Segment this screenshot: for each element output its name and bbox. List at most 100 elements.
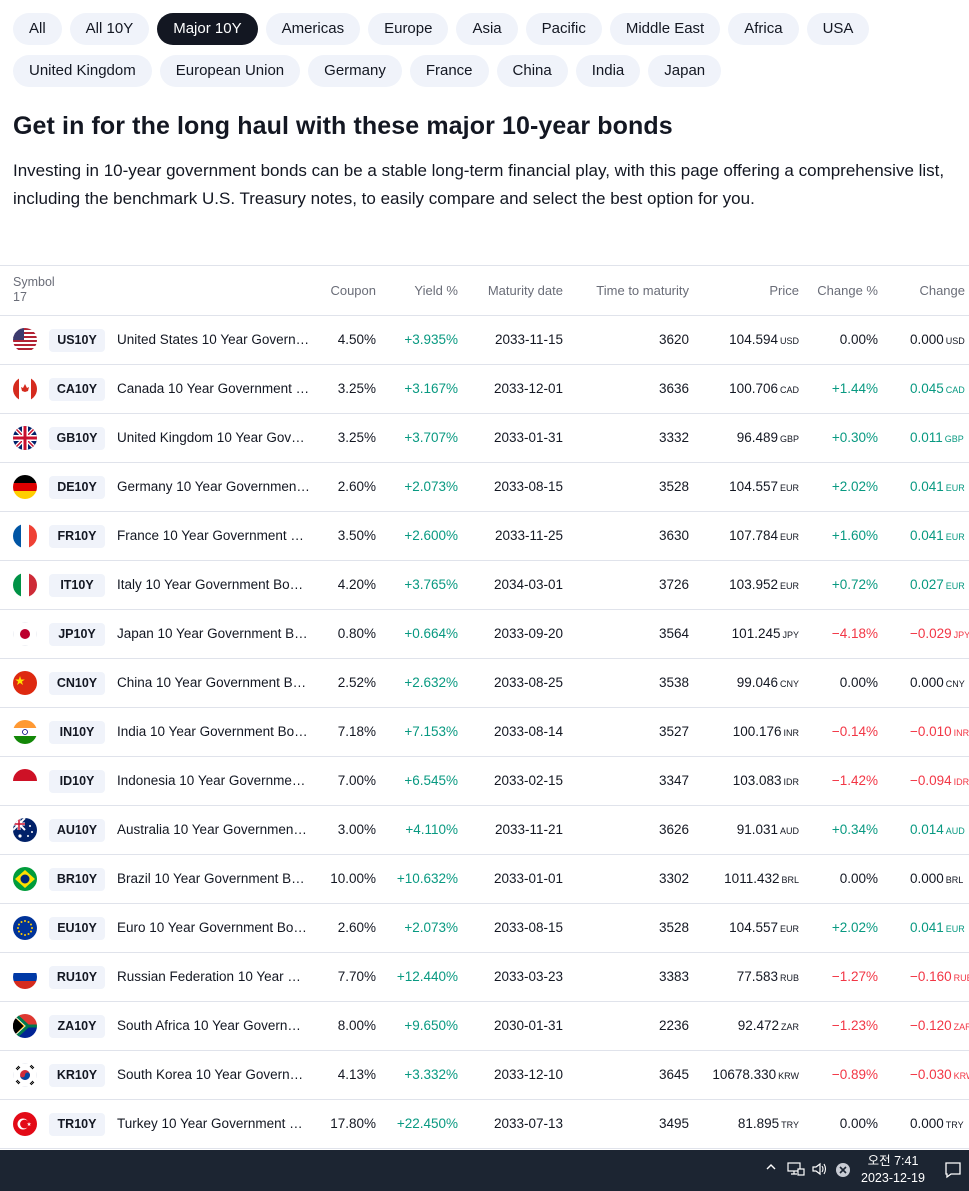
table-row[interactable]: IN10Y India 10 Year Government Bonds Yiel… <box>0 708 969 757</box>
yield-header[interactable]: Yield % <box>414 283 458 298</box>
ticker-badge[interactable]: CN10Y <box>49 672 105 695</box>
change-cell: −0.120 ZAR <box>910 1002 969 1050</box>
price-cell: 107.784 EUR <box>729 512 799 560</box>
filter-chip-india[interactable]: India <box>575 55 641 87</box>
bond-name[interactable]: Turkey 10 Year Government Bonds Yield <box>117 1116 310 1131</box>
bond-name[interactable]: Italy 10 Year Government Bonds Yield <box>117 577 310 592</box>
table-row[interactable]: EU10Y Euro 10 Year Government Bonds Yield… <box>0 904 969 953</box>
bond-name[interactable]: Australia 10 Year Government Bonds Yield <box>117 822 310 837</box>
ticker-badge[interactable]: ZA10Y <box>49 1015 105 1038</box>
bond-name[interactable]: India 10 Year Government Bonds Yield <box>117 724 310 739</box>
ticker-badge[interactable]: ID10Y <box>49 770 105 793</box>
close-circle-icon[interactable] <box>835 1162 851 1181</box>
ticker-badge[interactable]: DE10Y <box>49 476 105 499</box>
ticker-badge[interactable]: AU10Y <box>49 819 105 842</box>
ticker-badge[interactable]: RU10Y <box>49 966 105 989</box>
table-row[interactable]: DE10Y Germany 10 Year Government Bonds Yi… <box>0 463 969 512</box>
ticker-badge[interactable]: FR10Y <box>49 525 105 548</box>
filter-chip-germany[interactable]: Germany <box>308 55 402 87</box>
filter-chip-major-10y[interactable]: Major 10Y <box>157 13 258 45</box>
ticker-badge[interactable]: BR10Y <box>49 868 105 891</box>
bond-name[interactable]: United States 10 Year Government Bonds Y… <box>117 332 310 347</box>
table-row[interactable]: GB10Y United Kingdom 10 Year Government B… <box>0 414 969 463</box>
table-row[interactable]: JP10Y Japan 10 Year Government Bonds Yiel… <box>0 610 969 659</box>
bond-name[interactable]: Japan 10 Year Government Bonds Yield <box>117 626 310 641</box>
bond-name[interactable]: South Africa 10 Year Government Bonds Yi… <box>117 1018 310 1033</box>
bond-name[interactable]: Russian Federation 10 Year Government Bo… <box>117 969 310 984</box>
filter-chip-france[interactable]: France <box>409 55 489 87</box>
coupon-cell: 7.18% <box>337 724 376 739</box>
table-row[interactable]: ZA10Y South Africa 10 Year Government Bon… <box>0 1002 969 1051</box>
filter-chip-europe[interactable]: Europe <box>368 13 449 45</box>
system-clock[interactable]: 오전 7:41 2023-12-19 <box>848 1153 938 1187</box>
price-cell: 103.952 EUR <box>729 561 799 609</box>
table-row[interactable]: CA10Y Canada 10 Year Government Bonds Yie… <box>0 365 969 414</box>
table-row[interactable]: US10Y United States 10 Year Government Bo… <box>0 316 969 365</box>
bond-name[interactable]: United Kingdom 10 Year Government Bonds … <box>117 430 310 445</box>
filter-chip-all[interactable]: All <box>13 13 62 45</box>
bond-name[interactable]: Euro 10 Year Government Bonds Yield <box>117 920 310 935</box>
volume-icon[interactable] <box>811 1161 829 1180</box>
filter-chip-european-union[interactable]: European Union <box>159 55 301 87</box>
filter-chip-all-10y[interactable]: All 10Y <box>69 13 150 45</box>
table-row[interactable]: IT10Y Italy 10 Year Government Bonds Yiel… <box>0 561 969 610</box>
ticker-badge[interactable]: EU10Y <box>49 917 105 940</box>
change-pct-header[interactable]: Change % <box>817 283 878 298</box>
bond-name[interactable]: Canada 10 Year Government Bonds Yield <box>117 381 310 396</box>
ticker-badge[interactable]: GB10Y <box>49 427 105 450</box>
filter-chip-japan[interactable]: Japan <box>648 55 722 87</box>
network-icon[interactable] <box>787 1161 805 1180</box>
table-row[interactable]: BR10Y Brazil 10 Year Government Bonds Yie… <box>0 855 969 904</box>
chevron-up-icon[interactable] <box>765 1160 777 1176</box>
filter-chip-usa[interactable]: USA <box>806 13 870 45</box>
ticker-badge[interactable]: CA10Y <box>49 378 105 401</box>
ticker-badge[interactable]: TR10Y <box>49 1113 105 1136</box>
flag-us-icon <box>13 328 37 352</box>
change-header[interactable]: Change <box>919 283 965 298</box>
price-header[interactable]: Price <box>769 283 799 298</box>
price-unit: TRY <box>781 1120 799 1130</box>
filter-chip-asia[interactable]: Asia <box>456 13 518 45</box>
bond-name[interactable]: Germany 10 Year Government Bonds Yield <box>117 479 310 494</box>
ticker-badge[interactable]: US10Y <box>49 329 105 352</box>
filter-chip-africa[interactable]: Africa <box>728 13 799 45</box>
price-cell: 100.706 CAD <box>729 365 799 413</box>
ticker-badge[interactable]: KR10Y <box>49 1064 105 1087</box>
bond-name[interactable]: South Korea 10 Year Government Bonds Yie… <box>117 1067 310 1082</box>
yield-cell: +3.332% <box>404 1067 458 1082</box>
table-row[interactable]: RU10Y Russian Federation 10 Year Governme… <box>0 953 969 1002</box>
change-value: −0.029 <box>910 626 952 641</box>
filter-chip-united-kingdom[interactable]: United Kingdom <box>13 55 152 87</box>
bond-name[interactable]: France 10 Year Government Bonds Yield <box>117 528 310 543</box>
bond-name[interactable]: Indonesia 10 Year Government Bonds Yield <box>117 773 310 788</box>
price-value: 10678.330 <box>712 1067 777 1082</box>
filter-chip-pacific[interactable]: Pacific <box>525 13 602 45</box>
change-cell: 0.000 USD <box>910 316 965 364</box>
table-row[interactable]: CN10Y China 10 Year Government Bonds Yiel… <box>0 659 969 708</box>
bond-name[interactable]: Brazil 10 Year Government Bonds Yield <box>117 871 310 886</box>
ticker-badge[interactable]: JP10Y <box>49 623 105 646</box>
table-row[interactable]: ID10Y Indonesia 10 Year Government Bonds … <box>0 757 969 806</box>
coupon-header[interactable]: Coupon <box>330 283 376 298</box>
filter-chip-china[interactable]: China <box>496 55 568 87</box>
table-row[interactable]: AU10Y Australia 10 Year Government Bonds … <box>0 806 969 855</box>
filter-chip-middle-east[interactable]: Middle East <box>609 13 721 45</box>
change-value: 0.011 <box>910 430 943 445</box>
change-unit: BRL <box>945 875 964 885</box>
yield-cell: +22.450% <box>396 1116 458 1131</box>
change-unit: CNY <box>945 679 965 689</box>
notification-icon[interactable] <box>944 1161 962 1182</box>
maturity-cell: 2033-12-10 <box>493 1067 563 1082</box>
symbol-header[interactable]: Symbol 17 <box>13 275 55 305</box>
price-value: 91.031 <box>736 822 778 837</box>
table-row[interactable]: FR10Y France 10 Year Government Bonds Yie… <box>0 512 969 561</box>
flag-tr-icon <box>13 1112 37 1136</box>
ticker-badge[interactable]: IT10Y <box>49 574 105 597</box>
filter-chip-americas[interactable]: Americas <box>265 13 361 45</box>
ticker-badge[interactable]: IN10Y <box>49 721 105 744</box>
table-row[interactable]: TR10Y Turkey 10 Year Government Bonds Yie… <box>0 1100 969 1149</box>
ttm-header[interactable]: Time to maturity <box>596 283 689 298</box>
table-row[interactable]: KR10Y South Korea 10 Year Government Bond… <box>0 1051 969 1100</box>
maturity-header[interactable]: Maturity date <box>487 283 563 298</box>
bond-name[interactable]: China 10 Year Government Bonds Yield <box>117 675 310 690</box>
